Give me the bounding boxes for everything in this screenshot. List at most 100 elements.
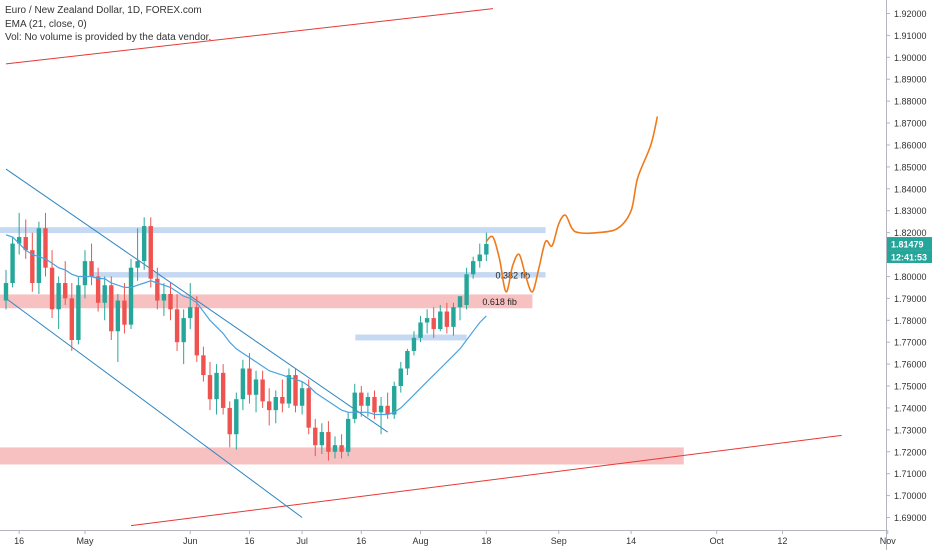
time-axis: 16 May Jun 16 Jul 16 Aug 18 Sep 14 Oct 12 Nov: [0, 530, 896, 550]
candle: [102, 276, 107, 321]
candle: [10, 237, 15, 288]
candle-body: [444, 311, 450, 327]
candle: [174, 293, 180, 351]
candle-body: [10, 243, 15, 284]
forecast-curve: [485, 116, 659, 293]
candle-body: [89, 261, 94, 277]
candle-body: [16, 237, 22, 244]
candle: [299, 381, 305, 415]
candle: [326, 421, 331, 461]
level-label-2: 0.618 fib: [482, 297, 517, 307]
price-tag-bg: [887, 237, 932, 251]
candles: [3, 212, 489, 461]
candle: [260, 370, 265, 408]
price-tick-label: 1.87000: [894, 119, 927, 129]
price-tick-label: 1.79000: [894, 294, 927, 304]
candle: [444, 302, 450, 334]
candle: [424, 309, 430, 334]
candle: [431, 307, 436, 338]
candle-body: [214, 372, 219, 400]
level-label-1: 0.382 fib: [496, 270, 531, 280]
candle: [470, 256, 476, 279]
candle: [115, 293, 121, 362]
candle-body: [135, 261, 140, 268]
candle-body: [141, 226, 147, 262]
candle-body: [240, 368, 246, 400]
candle: [398, 361, 403, 393]
candle-body: [273, 396, 278, 411]
candle-body: [36, 228, 42, 284]
candle: [214, 364, 219, 415]
candle: [148, 217, 153, 288]
time-tick-label: Nov: [880, 536, 897, 546]
price-tick-label: 1.90000: [894, 53, 927, 63]
trendline-1: [130, 434, 842, 527]
candle-body: [115, 300, 121, 332]
candle: [319, 423, 325, 454]
ema-line: [5, 234, 487, 416]
candle-body: [161, 293, 167, 301]
volume-note: Vol: No volume is provided by the data v…: [5, 32, 212, 43]
candle-body: [398, 368, 403, 387]
time-tick-label: 18: [481, 536, 491, 546]
candle: [155, 267, 160, 310]
candle: [313, 418, 318, 457]
candle-body: [227, 407, 232, 435]
time-tick-label: Jul: [296, 536, 308, 546]
candle: [49, 250, 55, 319]
candle-body: [457, 296, 463, 308]
time-tick-label: 16: [356, 536, 366, 546]
candle: [168, 283, 173, 321]
candle: [201, 346, 206, 382]
candle: [135, 228, 140, 281]
time-tick-label: Jun: [183, 536, 198, 546]
candle-body: [306, 388, 311, 428]
candle-body: [345, 418, 351, 452]
time-tick-label: 14: [626, 536, 636, 546]
price-tick-label: 1.77000: [894, 338, 927, 348]
time-tick-label: 16: [14, 536, 24, 546]
candle-body: [385, 405, 390, 415]
candle: [273, 390, 278, 424]
candle-body: [260, 379, 265, 402]
candle: [69, 283, 74, 351]
candle: [3, 269, 9, 310]
price-tick-label: 1.84000: [894, 184, 927, 194]
candle-body: [155, 278, 160, 301]
candle-body: [339, 445, 344, 452]
candle: [418, 315, 423, 343]
candle-body: [464, 274, 469, 305]
candle-body: [128, 267, 134, 325]
price-tick-label: 1.89000: [894, 75, 927, 85]
price-tick-label: 1.76000: [894, 360, 927, 370]
price-axis-bg: [886, 0, 932, 550]
candle: [240, 359, 246, 411]
candle-body: [293, 375, 298, 406]
candle-body: [3, 283, 9, 301]
candle-body: [174, 309, 180, 343]
time-tick-label: Oct: [710, 536, 725, 546]
price-tick-label: 1.92000: [894, 9, 927, 19]
candle: [253, 370, 259, 413]
candle: [207, 361, 213, 411]
candle: [16, 212, 22, 255]
candle-body: [247, 368, 252, 395]
candle: [359, 386, 364, 417]
candle-body: [359, 392, 364, 406]
candle: [484, 232, 489, 262]
candle: [109, 276, 114, 341]
candle-body: [148, 226, 153, 279]
candle: [95, 267, 101, 312]
level-zone-3: [355, 334, 467, 341]
candle: [306, 379, 311, 435]
candle: [220, 364, 226, 415]
candle: [43, 212, 48, 277]
candle-body: [30, 250, 35, 284]
candle-body: [102, 285, 107, 303]
candle: [339, 434, 344, 459]
candle: [36, 221, 42, 294]
level-zones: 0.382 fib 0.618 fib: [0, 227, 684, 465]
candle-body: [365, 396, 371, 406]
candle: [411, 331, 417, 356]
price-tick-label: 1.78000: [894, 316, 927, 326]
